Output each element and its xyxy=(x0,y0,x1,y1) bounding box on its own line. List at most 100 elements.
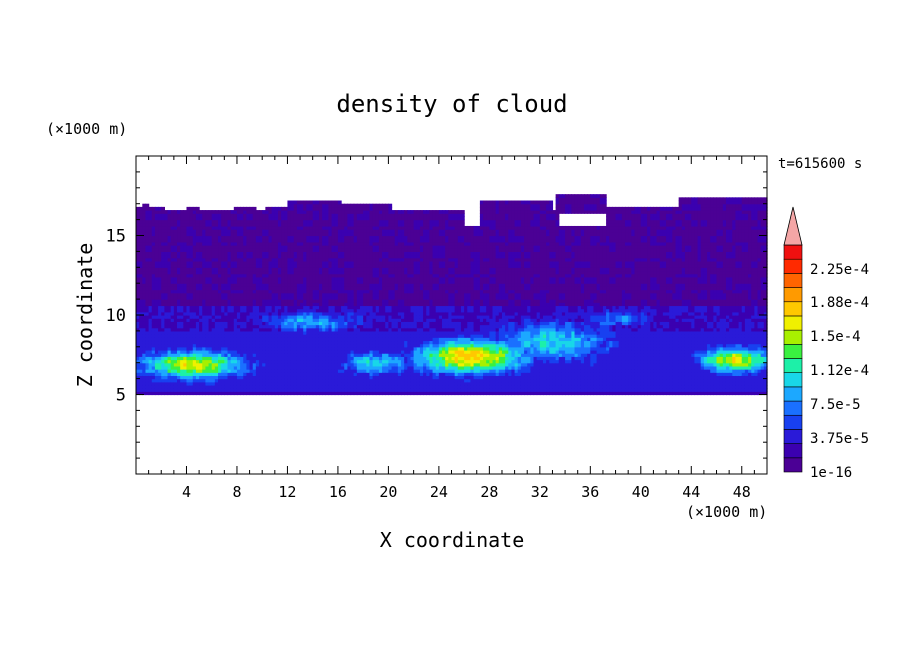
density-cell xyxy=(252,381,257,386)
density-cell xyxy=(227,229,232,233)
density-cell xyxy=(318,286,323,291)
density-cell xyxy=(293,369,298,373)
density-cell xyxy=(322,203,326,208)
density-cell xyxy=(353,388,358,392)
density-cell xyxy=(375,235,380,240)
density-cell xyxy=(328,340,333,345)
density-cell xyxy=(391,384,396,389)
density-cell xyxy=(214,289,219,294)
density-cell xyxy=(363,311,367,316)
density-cell xyxy=(218,229,222,233)
density-cell xyxy=(277,324,282,329)
density-cell xyxy=(199,321,203,326)
density-cell xyxy=(281,238,285,243)
density-cell xyxy=(205,369,210,373)
density-cell xyxy=(372,349,377,354)
density-cell xyxy=(356,222,361,227)
density-cell xyxy=(195,232,200,237)
density-cell xyxy=(287,378,292,383)
density-cell xyxy=(337,340,342,345)
density-cell xyxy=(224,264,229,268)
density-cell xyxy=(180,241,184,246)
density-cell xyxy=(303,311,307,316)
density-cell xyxy=(167,384,172,389)
density-cell xyxy=(199,229,203,233)
density-cell xyxy=(243,353,248,357)
density-cell xyxy=(303,378,307,383)
density-cell xyxy=(277,292,282,297)
density-cell xyxy=(136,229,140,233)
density-cell xyxy=(312,343,317,348)
density-cell xyxy=(183,302,188,307)
density-cell xyxy=(353,372,358,377)
density-cell xyxy=(233,251,238,256)
density-cell xyxy=(154,213,159,218)
density-cell xyxy=(259,378,263,383)
density-cell xyxy=(274,241,279,246)
density-cell xyxy=(145,254,150,259)
density-cell xyxy=(249,206,254,211)
density-cell xyxy=(300,238,304,243)
density-cell xyxy=(397,362,402,367)
density-cell xyxy=(262,254,266,259)
density-cell xyxy=(236,346,241,351)
density-cell xyxy=(164,324,169,329)
density-cell xyxy=(252,365,257,370)
density-cell xyxy=(164,257,169,262)
density-cell xyxy=(158,340,162,345)
density-cell xyxy=(372,308,377,313)
density-cell xyxy=(255,213,260,218)
density-cell xyxy=(224,321,229,326)
density-cell xyxy=(296,257,301,262)
density-cell xyxy=(139,340,143,345)
density-cell xyxy=(353,219,358,224)
density-cell xyxy=(177,384,181,389)
density-cell xyxy=(337,375,342,380)
density-cell xyxy=(161,245,165,249)
density-cell xyxy=(224,318,229,322)
density-cell xyxy=(177,299,181,303)
density-cell xyxy=(224,210,229,214)
density-cell xyxy=(344,349,348,354)
density-cell xyxy=(331,245,336,249)
density-cell xyxy=(218,353,222,357)
density-cell xyxy=(205,219,210,224)
y-unit-label: (×1000 m) xyxy=(46,120,127,138)
density-cell xyxy=(385,321,389,326)
density-cell xyxy=(151,337,156,342)
density-cell xyxy=(331,321,336,326)
density-cell xyxy=(353,369,358,373)
density-cell xyxy=(262,388,266,392)
density-cell xyxy=(214,340,219,345)
density-cell xyxy=(236,210,241,214)
density-cell xyxy=(268,219,273,224)
density-cell xyxy=(293,257,298,262)
density-cell xyxy=(312,369,317,373)
density-cell xyxy=(350,248,355,252)
density-cell xyxy=(233,315,238,319)
density-cell xyxy=(356,260,361,265)
density-cell xyxy=(208,346,213,351)
density-cell xyxy=(145,324,150,329)
density-cell xyxy=(246,391,251,396)
density-cell xyxy=(218,235,222,240)
density-cell xyxy=(154,295,159,300)
density-cell xyxy=(136,330,140,335)
density-cell xyxy=(221,245,225,249)
density-cell xyxy=(315,356,320,361)
density-cell xyxy=(164,276,169,281)
density-cell xyxy=(167,311,172,316)
density-cell xyxy=(312,327,317,332)
density-cell xyxy=(218,340,222,345)
density-cell xyxy=(293,200,298,205)
density-cell xyxy=(382,334,386,338)
density-cell xyxy=(202,251,207,256)
density-cell xyxy=(318,225,323,230)
density-cell xyxy=(290,235,295,240)
density-cell xyxy=(290,289,295,294)
density-cell xyxy=(218,257,222,262)
density-cell xyxy=(189,340,194,345)
density-cell xyxy=(202,273,207,278)
density-cell xyxy=(356,270,361,275)
density-cell xyxy=(214,346,219,351)
